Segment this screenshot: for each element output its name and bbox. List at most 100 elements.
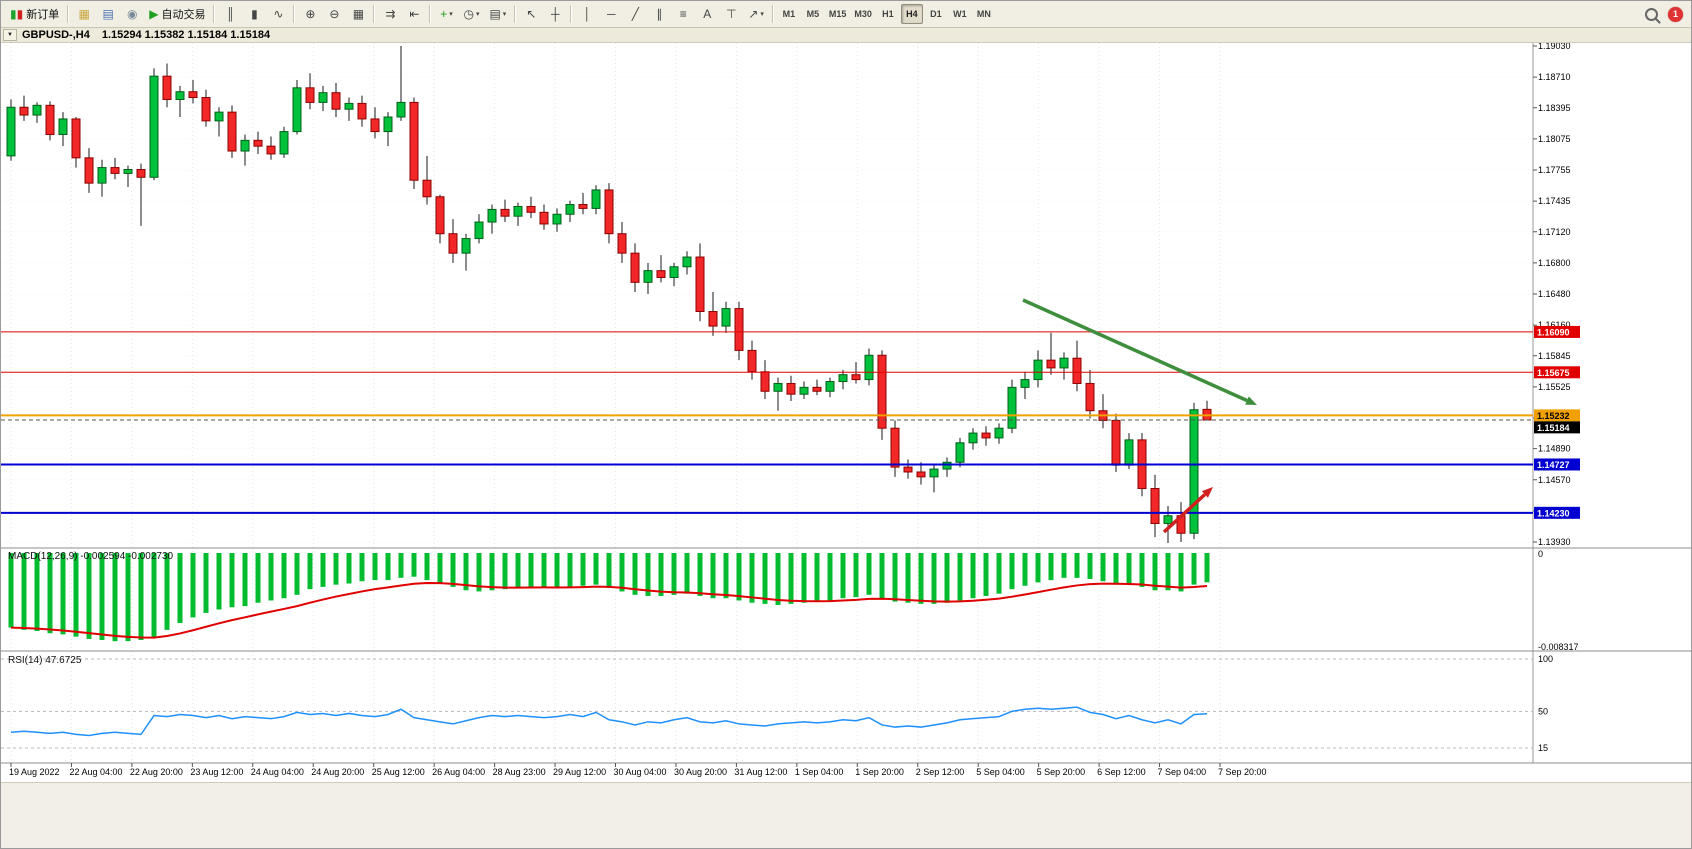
timeframe-d1-button[interactable]: D1: [925, 4, 947, 24]
svg-text:1.16480: 1.16480: [1538, 289, 1571, 299]
timeframe-mn-button[interactable]: MN: [973, 4, 995, 24]
rsi-indicator-label: RSI(14) 47.6725: [8, 655, 82, 666]
navigator-icon: ◉: [126, 7, 138, 21]
macd-panel: 0 -0.008317: [8, 549, 1579, 652]
pivot-line[interactable]: 1.15232: [1, 409, 1580, 422]
arrows-button[interactable]: ↗ ▾: [744, 3, 768, 25]
svg-text:24 Aug 04:00: 24 Aug 04:00: [251, 767, 304, 777]
svg-text:15: 15: [1538, 743, 1548, 753]
red-bounce-arrow[interactable]: [1162, 487, 1213, 534]
timeframe-m1-button[interactable]: M1: [778, 4, 800, 24]
chevron-down-icon: ▼: [7, 32, 13, 38]
market-watch-button[interactable]: ▦: [73, 3, 95, 25]
toolbar-separator: [771, 5, 774, 23]
svg-text:1.14890: 1.14890: [1538, 444, 1571, 454]
toolbar-separator: [429, 5, 432, 23]
symbol-dropdown-button[interactable]: ▼: [3, 29, 17, 41]
timeframe-m5-button[interactable]: M5: [802, 4, 824, 24]
time-axis[interactable]: 19 Aug 2022 22 Aug 04:00 22 Aug 20:00 23 Au…: [9, 763, 1267, 777]
svg-text:1.19030: 1.19030: [1538, 41, 1571, 51]
autotrading-icon: ▶: [149, 7, 159, 21]
zoom-in-button[interactable]: ⊕: [299, 3, 321, 25]
chart-symbol-period: GBPUSD-,H4: [22, 29, 90, 41]
line-chart-icon: ∿: [273, 7, 284, 21]
new-order-icon: ▮: [16, 7, 24, 21]
arrows-icon: ↗: [748, 7, 759, 21]
svg-text:22 Aug 20:00: 22 Aug 20:00: [130, 767, 183, 777]
toolbar-right: 1: [1645, 6, 1687, 22]
notification-badge[interactable]: 1: [1668, 6, 1683, 22]
vertical-line-icon: │: [583, 7, 592, 21]
equidistant-channel-button[interactable]: ∥: [648, 3, 670, 25]
crosshair-button[interactable]: ┼: [544, 3, 566, 25]
bar-chart-button[interactable]: ║: [219, 3, 241, 25]
timeframe-h4-button[interactable]: H4: [900, 4, 923, 24]
timeframe-h1-button[interactable]: H1: [877, 4, 899, 24]
timeframe-w1-button[interactable]: W1: [949, 4, 971, 24]
support-line-2[interactable]: 1.14230: [1, 506, 1580, 519]
svg-text:100: 100: [1538, 654, 1553, 664]
svg-text:0: 0: [1538, 549, 1543, 559]
templates-button[interactable]: ▤ ▾: [485, 3, 510, 25]
svg-text:1.15232: 1.15232: [1537, 411, 1570, 421]
svg-text:1 Sep 04:00: 1 Sep 04:00: [795, 767, 844, 777]
data-window-icon: ▤: [102, 7, 114, 21]
svg-text:1.13930: 1.13930: [1538, 537, 1571, 547]
fibonacci-button[interactable]: ≡: [672, 3, 694, 25]
caret-down-icon: ▾: [475, 11, 480, 18]
vertical-line-button[interactable]: │: [576, 3, 598, 25]
support-line-1-price-tag: [1534, 458, 1580, 471]
text-button[interactable]: A: [696, 3, 718, 25]
periods-button[interactable]: ◷ ▾: [459, 3, 483, 25]
zoom-out-button[interactable]: ⊖: [323, 3, 345, 25]
auto-scroll-button[interactable]: ⇉: [379, 3, 401, 25]
data-window-button[interactable]: ▤: [97, 3, 119, 25]
indicators-button[interactable]: + ▾: [435, 3, 457, 25]
svg-text:1.16090: 1.16090: [1537, 327, 1570, 337]
trendline-button[interactable]: ╱: [624, 3, 646, 25]
svg-text:1.14727: 1.14727: [1537, 460, 1570, 470]
svg-text:1.14230: 1.14230: [1537, 508, 1570, 518]
svg-text:5 Sep 04:00: 5 Sep 04:00: [976, 767, 1025, 777]
text-label-button[interactable]: ⊤: [720, 3, 742, 25]
new-order-button[interactable]: ▮ ▮ 新订单: [6, 3, 63, 25]
toolbar-separator: [373, 5, 376, 23]
svg-text:26 Aug 04:00: 26 Aug 04:00: [432, 767, 485, 777]
equidistant-channel-icon: ∥: [656, 7, 663, 21]
resistance-line-2[interactable]: 1.15675: [1, 366, 1580, 379]
trendline-icon: ╱: [631, 7, 639, 21]
timeframe-m15-button[interactable]: M15: [826, 4, 850, 24]
grid: [1, 43, 1533, 763]
horizontal-line-button[interactable]: ─: [600, 3, 622, 25]
rsi-line: [10, 706, 1208, 737]
tile-windows-button[interactable]: ▦: [347, 3, 369, 25]
support-line-1[interactable]: 1.14727: [1, 458, 1580, 471]
rsi-panel: 100 50 15: [1, 654, 1553, 753]
text-icon: A: [703, 7, 712, 21]
svg-text:1.16800: 1.16800: [1538, 258, 1571, 268]
pivot-line-price-tag: [1534, 409, 1580, 422]
svg-text:1.14570: 1.14570: [1538, 475, 1571, 485]
resistance-line-1[interactable]: 1.16090: [1, 325, 1580, 338]
resistance-line-1-price-tag: [1534, 325, 1580, 338]
timeframe-m30-button[interactable]: M30: [851, 4, 875, 24]
cursor-button[interactable]: ↖: [520, 3, 542, 25]
autotrading-button[interactable]: ▶ 自动交易: [145, 3, 209, 25]
svg-text:23 Aug 12:00: 23 Aug 12:00: [190, 767, 243, 777]
svg-text:28 Aug 23:00: 28 Aug 23:00: [493, 767, 546, 777]
caret-down-icon: ▾: [449, 11, 453, 18]
green-trend-arrow[interactable]: [1022, 298, 1257, 405]
templates-icon: ▤: [489, 7, 501, 21]
line-chart-button[interactable]: ∿: [267, 3, 289, 25]
search-icon[interactable]: [1645, 7, 1658, 21]
chart-shift-button[interactable]: ⇤: [403, 3, 425, 25]
svg-text:22 Aug 04:00: 22 Aug 04:00: [69, 767, 122, 777]
svg-text:1.15675: 1.15675: [1537, 368, 1570, 378]
macd-signal-line: [10, 581, 1208, 639]
navigator-button[interactable]: ◉: [121, 3, 143, 25]
svg-text:30 Aug 20:00: 30 Aug 20:00: [674, 767, 727, 777]
svg-text:19 Aug 2022: 19 Aug 2022: [9, 767, 60, 777]
candlestick-chart-button[interactable]: ▮: [243, 3, 265, 25]
svg-text:24 Aug 20:00: 24 Aug 20:00: [311, 767, 364, 777]
